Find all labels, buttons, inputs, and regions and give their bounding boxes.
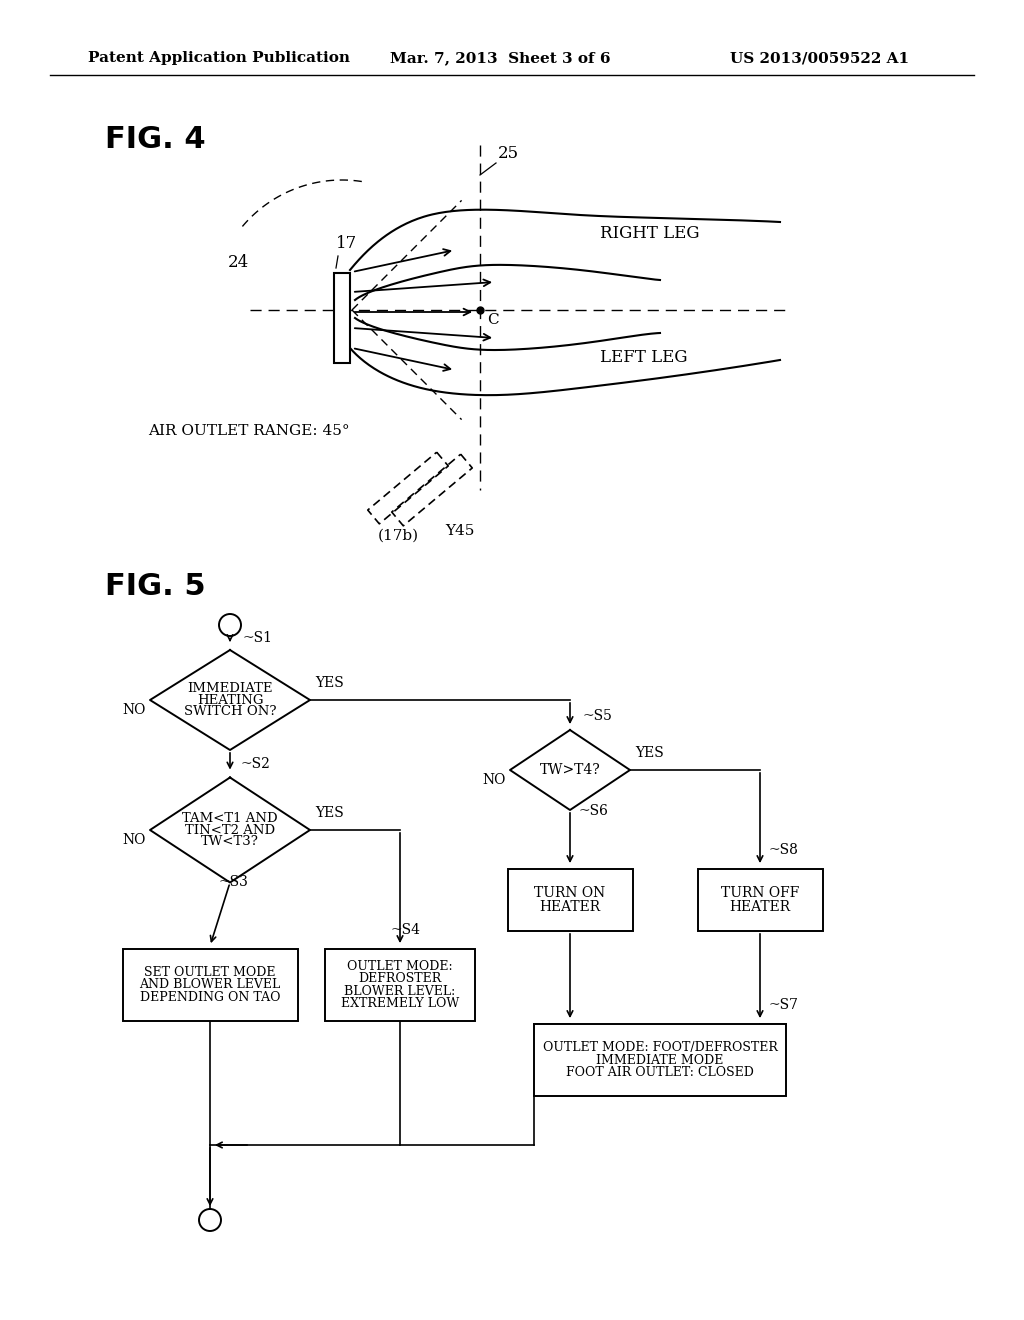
Text: TIN<T2 AND: TIN<T2 AND xyxy=(185,824,275,837)
Text: YES: YES xyxy=(315,807,344,820)
Bar xyxy=(534,1024,786,1096)
Text: ~S7: ~S7 xyxy=(768,998,798,1012)
Text: ~S5: ~S5 xyxy=(582,709,612,723)
Text: OUTLET MODE: FOOT/DEFROSTER: OUTLET MODE: FOOT/DEFROSTER xyxy=(543,1041,777,1053)
Bar xyxy=(508,869,633,931)
Text: HEATING: HEATING xyxy=(197,693,263,706)
Text: NO: NO xyxy=(122,704,145,717)
Text: SWITCH ON?: SWITCH ON? xyxy=(183,705,276,718)
Text: DEPENDING ON TAO: DEPENDING ON TAO xyxy=(139,991,281,1005)
Text: ~S4: ~S4 xyxy=(390,923,420,937)
Text: BLOWER LEVEL:: BLOWER LEVEL: xyxy=(344,985,456,998)
Text: AND BLOWER LEVEL: AND BLOWER LEVEL xyxy=(139,978,281,991)
Text: ~S1: ~S1 xyxy=(242,631,272,645)
Text: YES: YES xyxy=(635,746,664,760)
Text: Y45: Y45 xyxy=(445,524,474,539)
Text: LEFT LEG: LEFT LEG xyxy=(600,348,687,366)
Text: ~S2: ~S2 xyxy=(240,756,270,771)
Text: ~S8: ~S8 xyxy=(768,843,798,857)
Text: C: C xyxy=(487,313,499,327)
Text: AIR OUTLET RANGE: 45°: AIR OUTLET RANGE: 45° xyxy=(148,424,349,438)
Text: HEATER: HEATER xyxy=(729,900,791,913)
Text: RIGHT LEG: RIGHT LEG xyxy=(600,224,699,242)
Text: SET OUTLET MODE: SET OUTLET MODE xyxy=(144,966,275,979)
Bar xyxy=(325,949,475,1020)
Bar xyxy=(334,273,350,363)
Text: DEFROSTER: DEFROSTER xyxy=(358,973,441,985)
Text: FIG. 4: FIG. 4 xyxy=(105,125,206,154)
Text: TAM<T1 AND: TAM<T1 AND xyxy=(182,812,278,825)
Text: 17: 17 xyxy=(336,235,357,252)
Text: (17b): (17b) xyxy=(378,529,419,543)
Bar xyxy=(697,869,822,931)
Text: NO: NO xyxy=(122,833,145,847)
Text: TURN OFF: TURN OFF xyxy=(721,886,799,900)
Text: Mar. 7, 2013  Sheet 3 of 6: Mar. 7, 2013 Sheet 3 of 6 xyxy=(390,51,610,65)
Text: IMMEDIATE: IMMEDIATE xyxy=(187,681,272,694)
Text: ~S3: ~S3 xyxy=(218,875,248,890)
Text: Patent Application Publication: Patent Application Publication xyxy=(88,51,350,65)
Text: YES: YES xyxy=(315,676,344,690)
Text: TURN ON: TURN ON xyxy=(535,886,605,900)
Text: FIG. 5: FIG. 5 xyxy=(105,572,206,601)
Bar xyxy=(123,949,298,1020)
Text: US 2013/0059522 A1: US 2013/0059522 A1 xyxy=(730,51,909,65)
Text: ~S6: ~S6 xyxy=(578,804,608,818)
Text: 25: 25 xyxy=(498,145,519,162)
Text: FOOT AIR OUTLET: CLOSED: FOOT AIR OUTLET: CLOSED xyxy=(566,1067,754,1078)
Text: TW>T4?: TW>T4? xyxy=(540,763,600,777)
Text: NO: NO xyxy=(482,774,506,787)
Text: OUTLET MODE:: OUTLET MODE: xyxy=(347,960,453,973)
Text: TW<T3?: TW<T3? xyxy=(201,836,259,849)
Text: 24: 24 xyxy=(228,253,249,271)
Text: IMMEDIATE MODE: IMMEDIATE MODE xyxy=(596,1053,724,1067)
Text: HEATER: HEATER xyxy=(540,900,600,913)
Text: EXTREMELY LOW: EXTREMELY LOW xyxy=(341,998,459,1010)
